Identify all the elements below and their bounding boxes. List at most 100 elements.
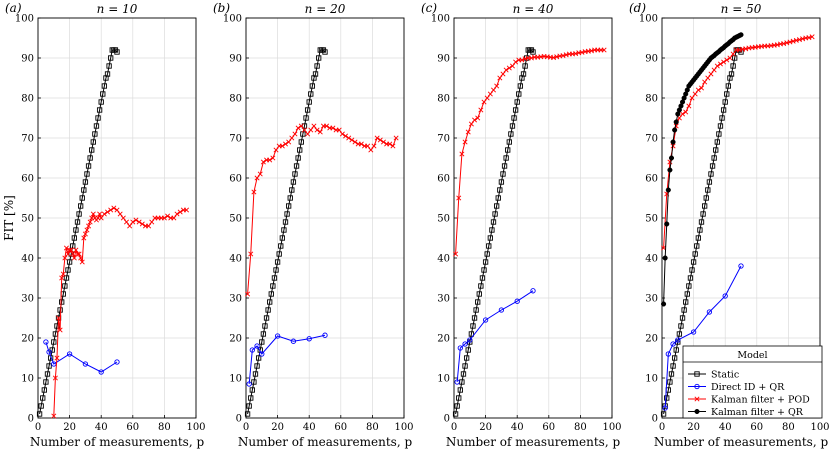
data-point: [482, 317, 489, 323]
data-point: [41, 387, 47, 393]
legend-label: Static: [711, 369, 739, 380]
data-point: [683, 109, 689, 115]
series-line: [663, 49, 742, 415]
data-point: [454, 379, 460, 385]
data-point: [681, 307, 687, 313]
data-point: [92, 131, 98, 137]
data-point: [260, 331, 267, 337]
x-tick-label: 60: [542, 422, 555, 433]
series-line: [247, 49, 326, 415]
data-point: [284, 211, 290, 217]
series-line: [247, 125, 397, 295]
data-point: [51, 413, 57, 419]
data-point: [506, 139, 512, 145]
data-point: [59, 299, 65, 305]
data-point: [506, 65, 512, 71]
legend-entry-kalman-filter-qr: Kalman filter + QR: [688, 407, 804, 418]
series-static: [36, 47, 120, 417]
data-point: [678, 323, 684, 329]
data-point: [484, 95, 490, 101]
data-point: [484, 251, 490, 257]
data-point: [289, 135, 295, 141]
data-point: [490, 87, 497, 93]
data-point: [63, 245, 69, 251]
data-point: [498, 179, 505, 185]
data-point: [82, 361, 89, 367]
data-point: [711, 155, 717, 161]
data-point: [683, 299, 689, 305]
data-point: [279, 235, 285, 241]
x-tick-label: 60: [334, 422, 347, 433]
series-kalman-filter-qr: [661, 32, 744, 307]
data-point: [44, 371, 51, 377]
data-point: [66, 351, 73, 357]
data-point: [706, 309, 713, 315]
y-tick-label: 60: [645, 174, 658, 185]
series-line: [456, 290, 534, 383]
data-point: [365, 143, 371, 149]
legend-label: Kalman filter + POD: [711, 394, 810, 405]
data-point: [308, 91, 314, 97]
x-tick-label: 0: [451, 422, 457, 433]
data-point: [460, 371, 467, 377]
data-point: [130, 219, 136, 225]
x-tick-label: 0: [35, 422, 41, 433]
data-point: [311, 123, 317, 129]
data-point: [692, 91, 698, 97]
data-point: [149, 219, 155, 225]
data-point: [93, 123, 100, 129]
data-point: [689, 95, 695, 101]
data-point: [494, 83, 500, 89]
data-point: [305, 131, 311, 137]
data-point: [377, 137, 383, 143]
data-point: [78, 203, 84, 209]
data-point: [486, 243, 492, 249]
data-point: [686, 283, 692, 289]
data-point: [52, 375, 58, 381]
y-tick-label: 100: [431, 14, 450, 25]
data-point: [698, 219, 705, 225]
data-point: [459, 151, 465, 157]
data-point: [65, 251, 71, 257]
panel-title: n = 10: [97, 2, 138, 16]
data-point: [244, 411, 251, 417]
data-point: [114, 359, 120, 365]
data-point: [457, 345, 463, 351]
data-point: [601, 47, 607, 53]
data-point: [324, 123, 330, 129]
data-point: [476, 291, 482, 297]
legend-label: Direct ID + QR: [711, 382, 785, 393]
data-point: [87, 155, 93, 161]
y-tick-label: 10: [437, 374, 450, 385]
data-point: [330, 125, 336, 131]
data-point: [139, 221, 145, 227]
data-point: [721, 59, 727, 65]
x-tick-label: 40: [95, 422, 108, 433]
y-tick-label: 90: [229, 54, 242, 65]
data-point: [689, 267, 695, 273]
data-point: [270, 155, 276, 161]
data-point: [708, 71, 714, 77]
data-point: [295, 125, 301, 131]
data-point: [452, 411, 459, 417]
y-tick-label: 0: [652, 414, 658, 425]
x-tick-label: 20: [271, 422, 284, 433]
data-point: [105, 209, 111, 215]
series-direct-id-qr: [246, 332, 328, 387]
data-point: [519, 57, 525, 63]
data-point: [43, 339, 49, 345]
y-tick-label: 20: [437, 334, 450, 345]
y-tick-label: 50: [645, 214, 658, 225]
data-point: [71, 255, 77, 261]
data-point: [90, 211, 96, 217]
data-point: [293, 163, 300, 169]
data-point: [38, 403, 44, 409]
data-point: [78, 255, 84, 261]
x-tick-label: 100: [394, 422, 413, 433]
data-point: [84, 227, 90, 233]
data-point: [667, 379, 673, 385]
data-point: [248, 251, 254, 257]
y-tick-label: 100: [15, 14, 34, 25]
series-static: [660, 47, 744, 417]
data-point: [497, 75, 503, 81]
